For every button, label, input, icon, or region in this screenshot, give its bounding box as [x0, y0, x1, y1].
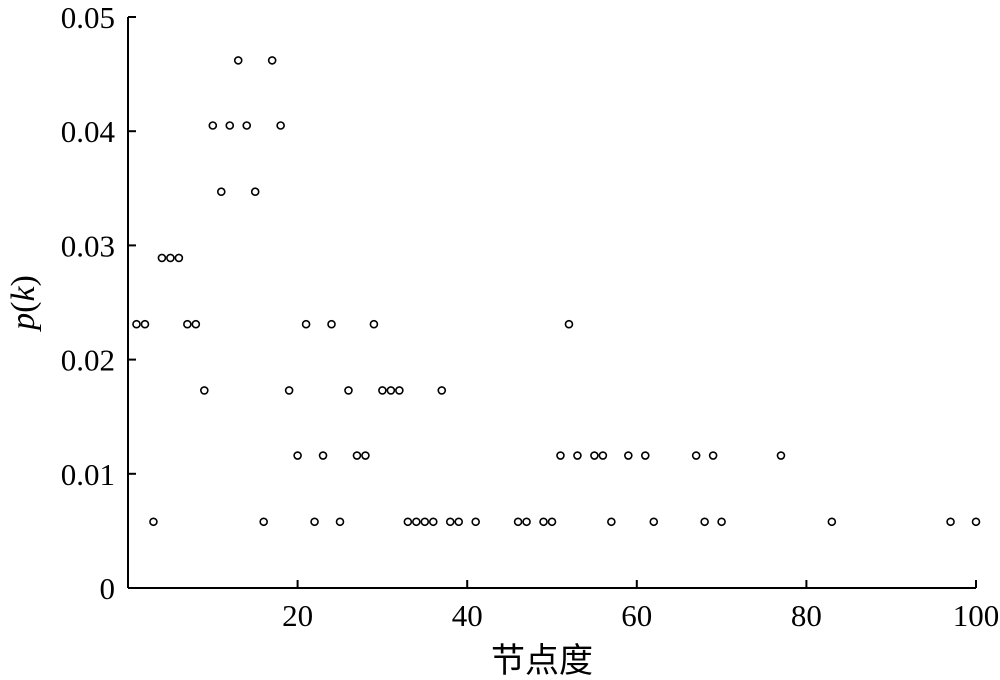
data-point	[276, 121, 285, 130]
data-point	[564, 319, 574, 329]
data-point	[946, 517, 955, 527]
data-point	[267, 56, 277, 65]
data-point	[445, 517, 455, 527]
data-point	[157, 253, 167, 263]
y-axis-title-open-paren: (	[5, 302, 42, 313]
data-point	[242, 121, 252, 130]
y-tick-label: 0.05	[61, 0, 115, 35]
data-point	[166, 253, 175, 263]
plot-area: 0 0.01 0.02 0.03 0.04 0.05 20 40 60 80 100	[61, 0, 1000, 633]
data-point	[293, 451, 302, 460]
data-point	[233, 56, 243, 65]
data-point	[183, 319, 192, 329]
x-tick-label: 60	[621, 598, 652, 633]
data-point	[284, 386, 294, 395]
data-point	[428, 517, 438, 527]
data-point	[412, 517, 421, 527]
data-point	[395, 386, 404, 395]
data-point	[776, 451, 786, 460]
data-point	[590, 451, 599, 460]
data-point	[174, 253, 184, 263]
data-point	[403, 517, 413, 527]
data-points	[132, 56, 981, 527]
data-point	[717, 517, 726, 527]
y-axis-ticks: 0 0.01 0.02 0.03 0.04 0.05	[61, 0, 136, 606]
data-point	[310, 517, 319, 527]
data-point	[140, 319, 150, 329]
data-point	[471, 517, 480, 527]
y-tick-label: 0.02	[61, 343, 115, 378]
data-point	[259, 517, 268, 527]
data-point	[301, 319, 311, 329]
y-axis-title: p(k)	[5, 275, 42, 332]
x-tick-label: 20	[282, 598, 313, 633]
y-axis-title-p: p	[5, 313, 42, 332]
data-point	[556, 451, 565, 460]
data-point	[420, 517, 430, 527]
data-point	[539, 517, 548, 527]
data-point	[513, 517, 523, 527]
data-point	[691, 451, 701, 460]
data-point	[132, 319, 141, 329]
data-point	[352, 451, 362, 460]
data-point	[547, 517, 557, 527]
y-tick-label: 0.04	[61, 114, 116, 149]
data-point	[250, 187, 260, 197]
y-axis-title-close-paren: )	[5, 275, 42, 286]
y-tick-label: 0.01	[61, 457, 115, 492]
x-tick-label: 100	[953, 598, 1000, 633]
data-point	[522, 517, 531, 527]
x-axis-title: 节点度	[491, 642, 593, 680]
data-point	[369, 319, 379, 329]
data-point	[378, 386, 387, 395]
data-point	[649, 517, 659, 527]
data-point	[624, 451, 633, 460]
y-tick-label: 0.03	[61, 228, 115, 263]
data-point	[386, 386, 396, 395]
data-point	[598, 451, 608, 460]
y-axis-title-k: k	[5, 286, 42, 302]
data-point	[191, 319, 201, 329]
data-point	[827, 517, 837, 527]
data-point	[437, 386, 447, 395]
y-tick-label: 0	[100, 571, 116, 606]
data-point	[361, 451, 370, 460]
data-point	[149, 517, 158, 527]
data-point	[208, 121, 218, 130]
data-point	[335, 517, 345, 527]
data-point	[640, 451, 650, 460]
data-point	[225, 121, 235, 130]
data-point	[708, 451, 718, 460]
data-point	[200, 386, 209, 395]
data-point	[318, 451, 328, 460]
x-tick-label: 40	[452, 598, 483, 633]
data-point	[344, 386, 353, 395]
x-axis-ticks: 20 40 60 80 100	[282, 580, 999, 633]
data-point	[327, 319, 336, 329]
data-point	[454, 517, 464, 527]
data-point	[700, 517, 709, 527]
x-tick-label: 80	[791, 598, 822, 633]
data-point	[971, 517, 981, 527]
data-point	[216, 187, 226, 197]
data-point	[573, 451, 582, 460]
data-point	[607, 517, 616, 527]
